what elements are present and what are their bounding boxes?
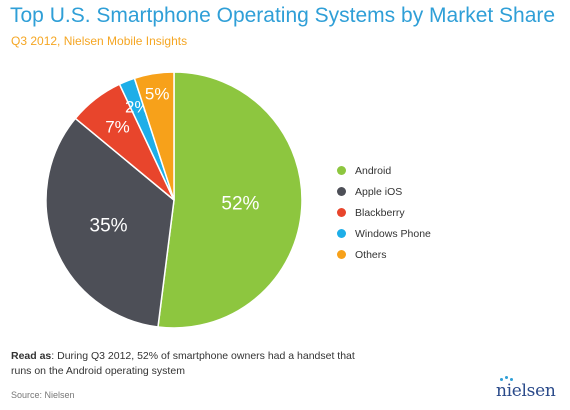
chart-subtitle: Q3 2012, Nielsen Mobile Insights xyxy=(11,34,188,48)
legend-item-android: Android xyxy=(337,160,431,181)
pie-label-others: 5% xyxy=(145,84,170,103)
legend-swatch-icon xyxy=(337,166,346,175)
pie-slice-others xyxy=(133,71,175,201)
legend-label: Apple iOS xyxy=(355,185,403,198)
legend-item-apple-ios: Apple iOS xyxy=(337,181,431,202)
pie-chart: 52%35%7%2%5% xyxy=(45,71,303,329)
pie-slice-apple-ios xyxy=(45,117,175,328)
legend-item-others: Others xyxy=(337,244,431,265)
legend-label: Android xyxy=(355,164,392,177)
pie-slice-android xyxy=(157,71,303,329)
legend-item-blackberry: Blackberry xyxy=(337,202,431,223)
legend-swatch-icon xyxy=(337,250,346,259)
legend-swatch-icon xyxy=(337,187,346,196)
legend: Android Apple iOS Blackberry Windows Phone O… xyxy=(337,160,431,265)
legend-label: Windows Phone xyxy=(355,227,431,240)
source-text: Source: Nielsen xyxy=(11,390,75,400)
pie-label-blackberry: 7% xyxy=(105,118,130,137)
pie-label-android: 52% xyxy=(221,194,259,215)
legend-label: Blackberry xyxy=(355,206,405,219)
read-as-text: : During Q3 2012, 52% of smartphone owne… xyxy=(11,350,355,377)
legend-swatch-icon xyxy=(337,208,346,217)
chart-title: Top U.S. Smartphone Operating Systems by… xyxy=(10,4,556,27)
pie-label-apple-ios: 35% xyxy=(90,215,128,236)
legend-label: Others xyxy=(355,248,387,261)
read-as-label: Read as xyxy=(11,350,52,362)
legend-swatch-icon xyxy=(337,229,346,238)
read-as-note: Read as: During Q3 2012, 52% of smartpho… xyxy=(11,349,371,379)
nielsen-logo: nielsen xyxy=(496,381,556,401)
legend-item-windows-phone: Windows Phone xyxy=(337,223,431,244)
